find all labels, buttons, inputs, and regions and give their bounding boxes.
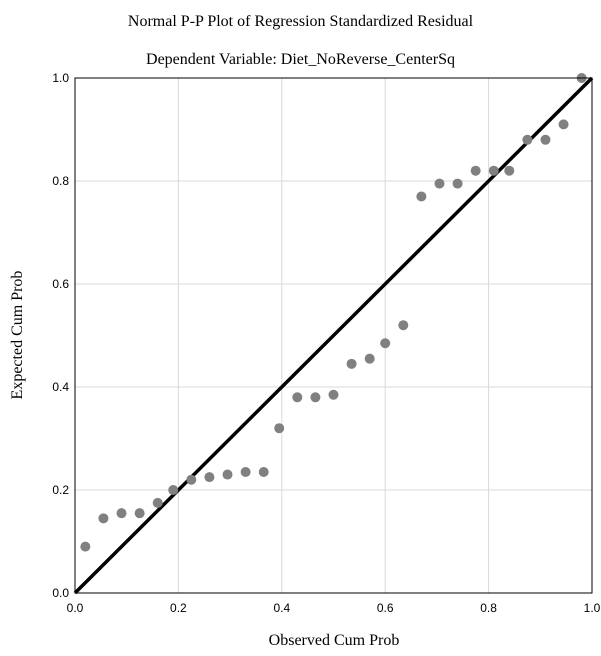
data-point-26 — [540, 134, 551, 145]
y-tick-label-3: 0.6 — [52, 277, 69, 291]
data-point-10 — [258, 466, 269, 477]
y-tick-label-4: 0.8 — [52, 174, 69, 188]
y-tick-label-5: 1.0 — [52, 71, 69, 85]
x-tick-label-5: 1.0 — [584, 601, 601, 615]
data-point-5 — [168, 485, 179, 495]
data-point-23 — [488, 165, 499, 176]
data-point-9 — [240, 466, 251, 477]
y-axis-ticks: 0.0 0.2 0.4 0.6 0.8 1.0 — [52, 71, 69, 600]
data-point-21 — [452, 178, 463, 189]
data-point-25 — [522, 134, 533, 145]
data-point-1 — [98, 513, 109, 524]
data-point-16 — [364, 353, 375, 364]
chart-subtitle: Dependent Variable: Diet_NoReverse_Cente… — [146, 51, 455, 68]
data-point-14 — [328, 389, 339, 400]
y-axis-label: Expected Cum Prob — [9, 270, 26, 400]
data-point-4 — [152, 497, 163, 508]
points — [80, 73, 587, 552]
data-point-13 — [310, 392, 321, 403]
data-point-27 — [558, 119, 569, 130]
data-point-18 — [398, 320, 409, 331]
x-tick-label-1: 0.2 — [170, 601, 187, 615]
y-tick-label-0: 0.0 — [52, 586, 69, 600]
data-point-11 — [274, 423, 285, 434]
data-point-17 — [380, 338, 391, 349]
data-point-7 — [204, 472, 215, 483]
data-point-20 — [434, 178, 445, 189]
data-point-2 — [116, 508, 127, 519]
x-axis-label: Observed Cum Prob — [268, 632, 400, 649]
data-point-8 — [222, 469, 233, 480]
data-point-12 — [292, 392, 303, 403]
x-tick-label-3: 0.6 — [377, 601, 394, 615]
data-point-22 — [470, 165, 481, 176]
plot-frame — [74, 77, 593, 594]
data-point-24 — [504, 165, 515, 176]
chart-title: Normal P-P Plot of Regression Standardiz… — [127, 13, 474, 30]
data-point-0 — [80, 541, 91, 552]
data-point-15 — [346, 358, 357, 369]
x-tick-label-0: 0.0 — [67, 601, 84, 615]
x-axis-ticks: 0.0 0.2 0.4 0.6 0.8 1.0 — [67, 601, 601, 615]
reference-line — [73, 76, 594, 595]
data-point-3 — [134, 508, 145, 519]
data-point-6 — [186, 474, 197, 485]
data-point-19 — [416, 191, 427, 202]
x-tick-label-2: 0.4 — [273, 601, 290, 615]
y-tick-label-1: 0.2 — [52, 483, 69, 497]
y-tick-label-2: 0.4 — [52, 380, 69, 394]
x-tick-label-4: 0.8 — [480, 601, 497, 615]
